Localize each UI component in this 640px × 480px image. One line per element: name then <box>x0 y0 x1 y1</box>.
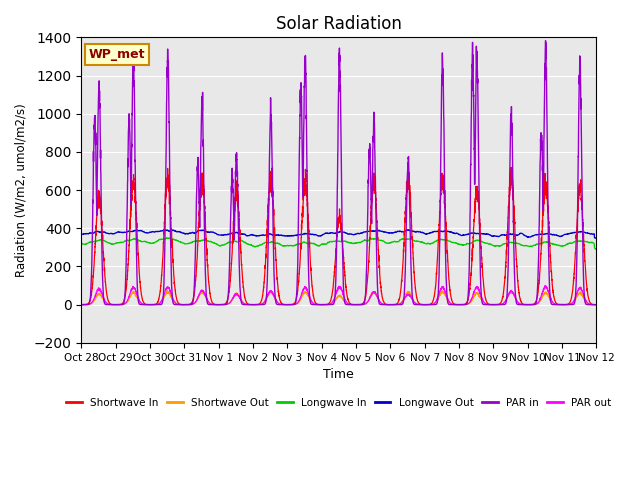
PAR in <box>77 302 85 308</box>
Shortwave In <box>593 302 600 308</box>
Shortwave Out <box>163 288 171 293</box>
PAR in <box>593 302 600 308</box>
PAR in <box>170 301 177 307</box>
Longwave Out <box>593 235 600 241</box>
Shortwave Out <box>483 301 491 307</box>
Shortwave In <box>508 165 515 170</box>
PAR in <box>541 38 549 44</box>
Shortwave In <box>592 302 600 308</box>
Line: Longwave Out: Longwave Out <box>81 230 596 238</box>
PAR out <box>426 302 433 308</box>
Line: PAR out: PAR out <box>81 286 596 305</box>
Line: Longwave In: Longwave In <box>81 238 596 249</box>
PAR in <box>592 302 600 308</box>
PAR in <box>454 302 461 308</box>
PAR in <box>426 302 433 308</box>
Longwave Out <box>592 235 600 241</box>
PAR out <box>541 283 549 288</box>
Y-axis label: Radiation (W/m2, umol/m2/s): Radiation (W/m2, umol/m2/s) <box>15 103 28 277</box>
PAR in <box>483 302 491 308</box>
Line: Shortwave Out: Shortwave Out <box>81 290 596 305</box>
Longwave In <box>592 246 600 252</box>
X-axis label: Time: Time <box>323 368 354 381</box>
PAR out <box>170 298 177 303</box>
Longwave Out <box>593 235 600 241</box>
Longwave In <box>77 241 85 247</box>
Longwave In <box>454 241 462 247</box>
PAR out <box>592 302 600 308</box>
Shortwave In <box>454 302 461 308</box>
Shortwave Out <box>426 302 433 308</box>
Text: WP_met: WP_met <box>89 48 145 61</box>
Legend: Shortwave In, Shortwave Out, Longwave In, Longwave Out, PAR in, PAR out: Shortwave In, Shortwave Out, Longwave In… <box>62 394 616 412</box>
PAR out <box>454 302 461 308</box>
Longwave Out <box>426 230 433 236</box>
Line: PAR in: PAR in <box>81 41 596 305</box>
PAR out <box>319 302 327 308</box>
Longwave Out <box>483 231 491 237</box>
Shortwave Out <box>454 302 462 308</box>
Longwave Out <box>319 231 327 237</box>
Longwave Out <box>77 231 85 237</box>
Shortwave Out <box>593 302 600 308</box>
Longwave Out <box>404 227 412 233</box>
Title: Solar Radiation: Solar Radiation <box>276 15 402 33</box>
Shortwave In <box>319 302 327 308</box>
Longwave In <box>592 246 600 252</box>
Longwave In <box>593 246 600 252</box>
Shortwave In <box>77 302 85 308</box>
Shortwave In <box>426 301 433 307</box>
Longwave Out <box>454 231 462 237</box>
Longwave In <box>483 240 491 246</box>
Longwave Out <box>170 227 177 233</box>
Shortwave Out <box>77 302 85 308</box>
PAR out <box>77 302 85 308</box>
Longwave In <box>164 235 172 241</box>
Shortwave In <box>170 271 177 276</box>
Longwave In <box>319 241 327 247</box>
Shortwave Out <box>170 299 178 304</box>
Longwave In <box>426 241 433 247</box>
Shortwave Out <box>319 302 327 308</box>
PAR in <box>319 302 327 308</box>
Shortwave Out <box>592 302 600 308</box>
Line: Shortwave In: Shortwave In <box>81 168 596 305</box>
Longwave In <box>170 237 178 242</box>
Shortwave In <box>483 300 491 306</box>
PAR out <box>483 301 491 307</box>
PAR out <box>593 302 600 308</box>
